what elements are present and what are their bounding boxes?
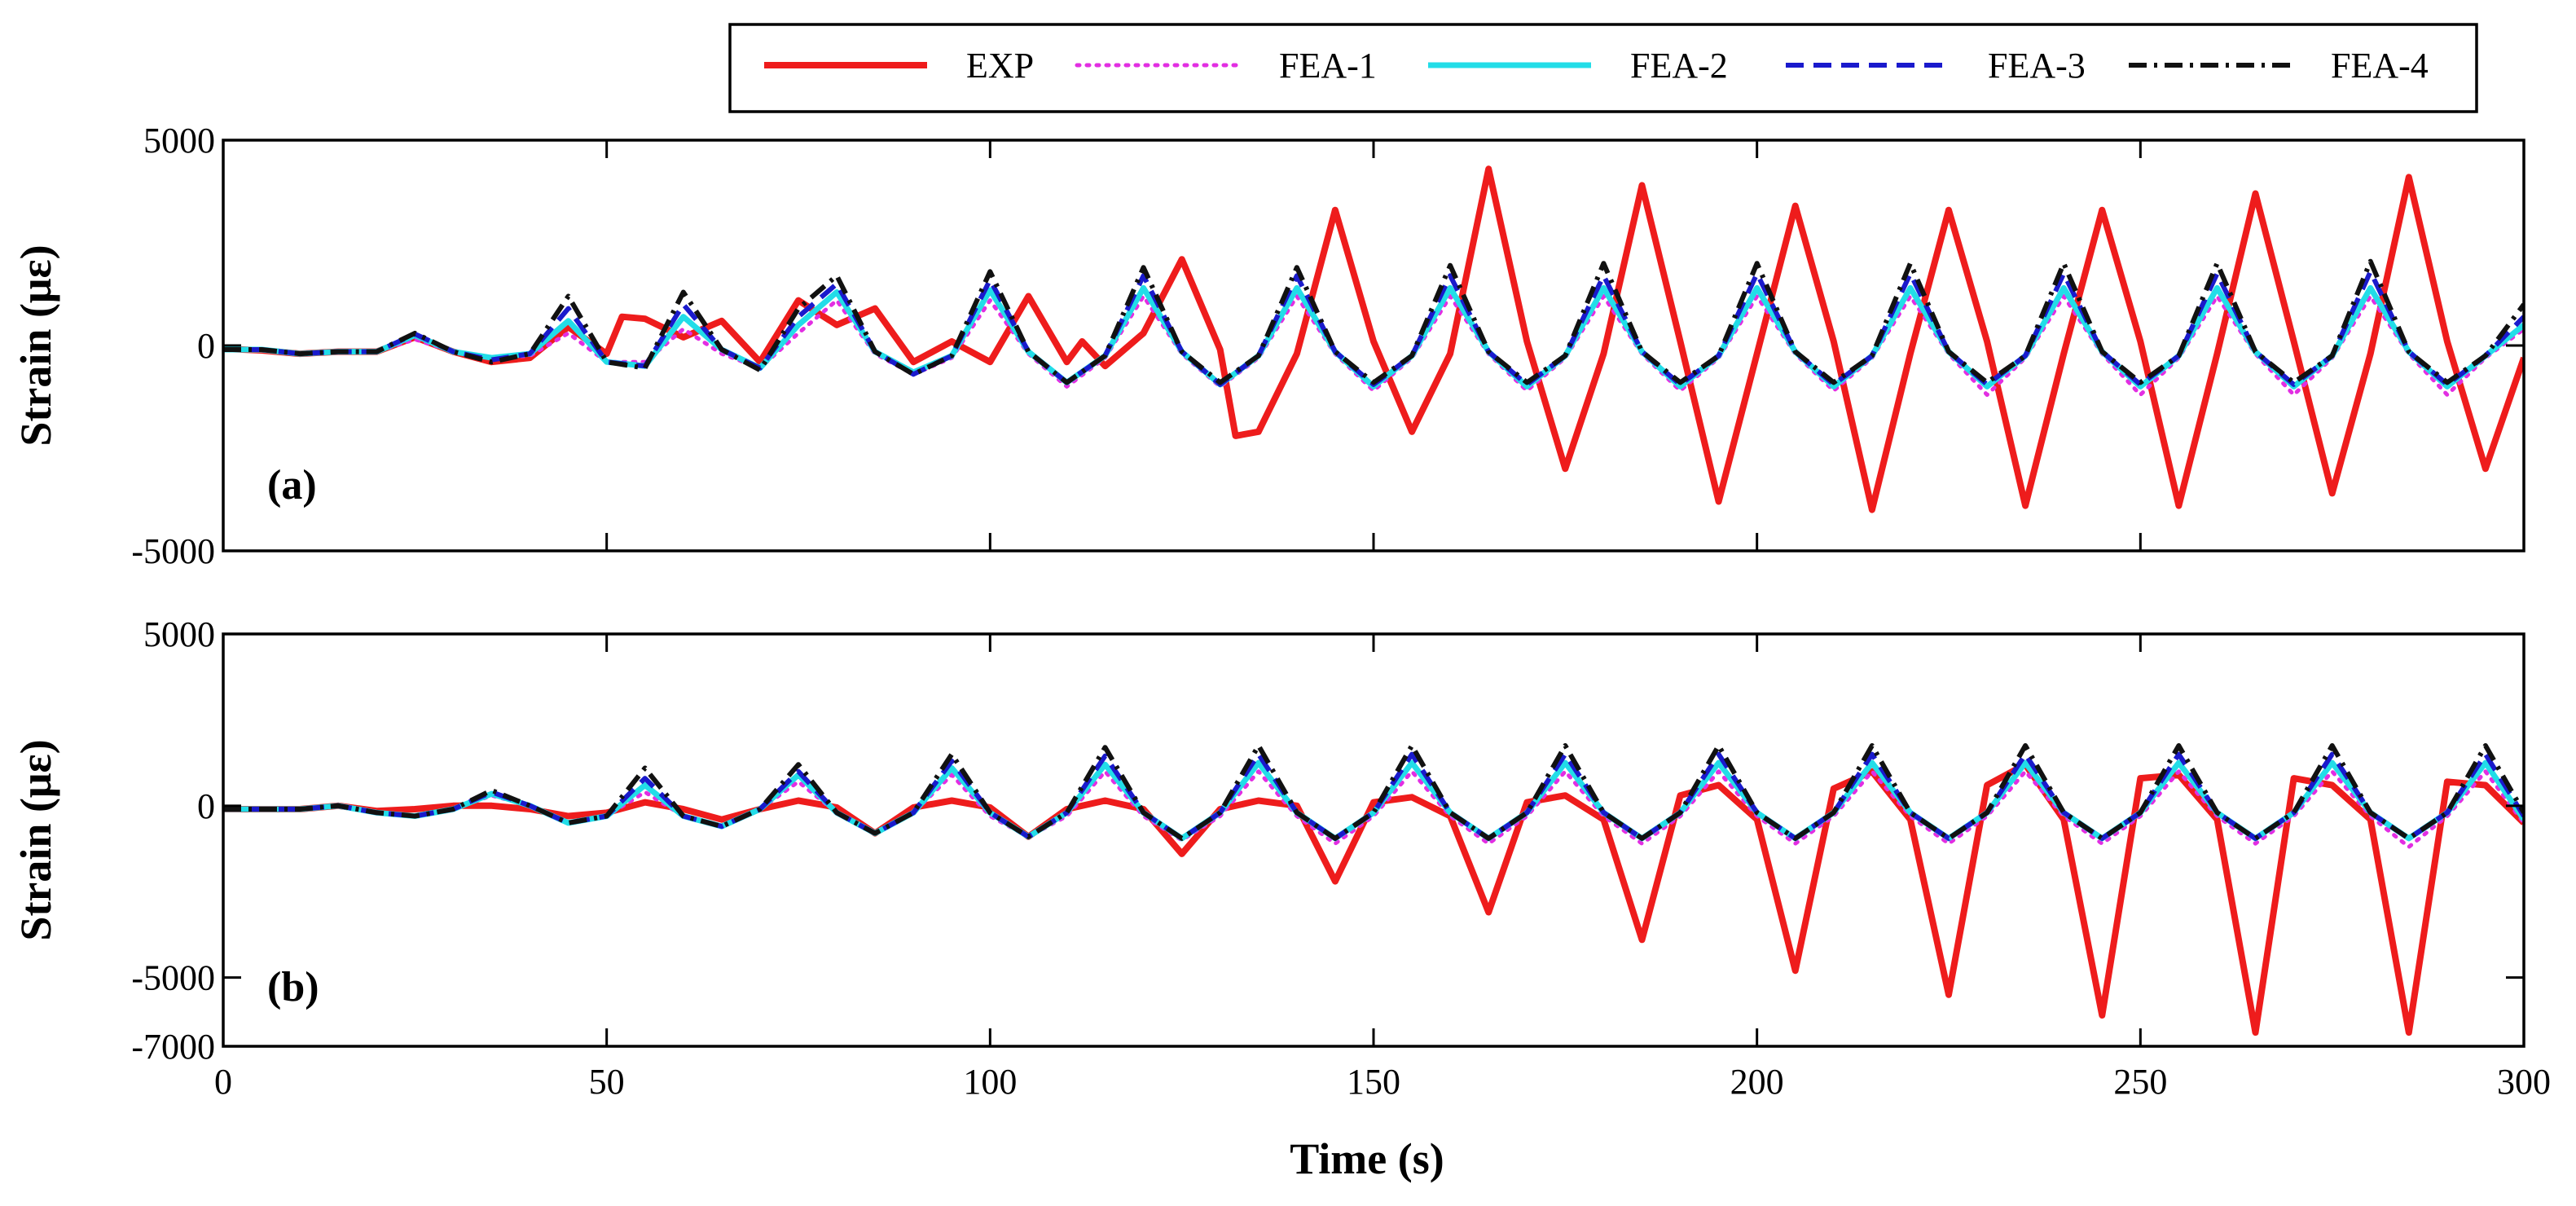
y-tick-label: 0: [197, 786, 215, 826]
y-tick-label: -5000: [131, 958, 215, 998]
x-tick-label: 250: [2113, 1062, 2167, 1102]
x-tick-label: 200: [1730, 1062, 1784, 1102]
panel-label: (b): [267, 964, 319, 1010]
plot-frame: [222, 632, 2525, 1048]
panel-a: 5000 0 -5000 (a) Strain (με): [11, 121, 2525, 571]
x-tick-label: 300: [2497, 1062, 2551, 1102]
panel-label: (a): [267, 462, 317, 508]
y-axis-title: Strain (με): [11, 739, 60, 940]
x-tick-label: 150: [1347, 1062, 1400, 1102]
y-tick-label: 5000: [143, 121, 215, 161]
series-line-fea-4-panel-a: [223, 258, 2524, 385]
y-tick-label: -5000: [131, 531, 215, 571]
legend-label-fea-2: FEA-2: [1630, 46, 1728, 86]
x-tick-label: 50: [589, 1062, 625, 1102]
legend: EXP FEA-1 FEA-2 FEA-3 FEA-4: [728, 23, 2478, 113]
series-line-fea-4-panel-b: [223, 743, 2524, 841]
x-tick-label: 0: [214, 1062, 232, 1102]
x-tick-label: 100: [963, 1062, 1017, 1102]
legend-label-exp: EXP: [966, 46, 1034, 86]
legend-label-fea-1: FEA-1: [1279, 46, 1377, 86]
legend-label-fea-3: FEA-3: [1988, 46, 2086, 86]
legend-box: [728, 23, 2478, 113]
series-line-exp-panel-b: [223, 761, 2524, 1037]
series-line-exp-panel-a: [223, 165, 2524, 513]
y-tick-label: 5000: [143, 614, 215, 654]
legend-label-fea-4: FEA-4: [2331, 46, 2429, 86]
y-tick-label: -7000: [131, 1027, 215, 1067]
y-tick-label: 0: [197, 326, 215, 366]
y-axis-title: Strain (με): [11, 244, 60, 446]
x-axis-title: Time (s): [1290, 1134, 1444, 1183]
